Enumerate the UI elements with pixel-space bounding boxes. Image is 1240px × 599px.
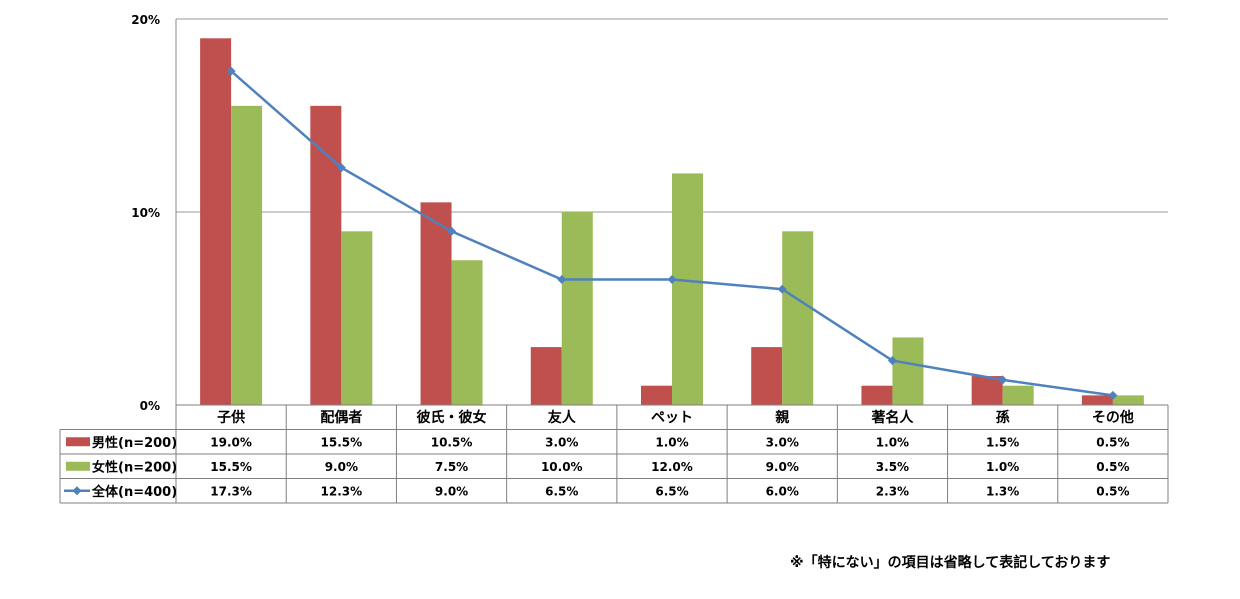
category-label: 配偶者 [320,409,362,426]
category-label: 子供 [217,409,245,426]
legend-entry: 全体(n=400) [91,484,177,500]
data-label: 3.0% [766,435,799,449]
legend-entry: 女性(n=200) [92,459,177,475]
bar-male [310,105,342,405]
legend-key-male [66,437,90,447]
data-label: 1.5% [986,435,1019,449]
bars [200,38,1144,406]
data-label: 2.3% [876,484,909,498]
category-label: 彼氏・彼女 [417,409,487,426]
line-total-point [667,275,677,285]
bar-female [561,212,593,405]
data-label: 10.0% [541,460,583,474]
data-label: 6.5% [545,484,578,498]
data-label: 19.0% [210,435,252,449]
line-total-point [226,66,236,76]
data-label: 0.5% [1096,484,1129,498]
line-total-point [1108,390,1118,400]
category-label: その他 [1092,409,1134,426]
line-total-point [336,163,346,173]
bar-male [420,202,452,405]
bar-female [1112,395,1144,405]
legend-key-total-marker [72,486,82,496]
bar-male [530,347,562,405]
bar-male [200,38,232,406]
line-total-point [557,275,567,285]
data-label: 3.0% [545,435,578,449]
bar-female [782,231,814,405]
data-label: 1.0% [655,435,688,449]
data-label: 12.3% [321,484,363,498]
legend-key-female [66,461,90,471]
bar-male [971,376,1003,405]
data-label: 6.5% [655,484,688,498]
line-total-point [887,356,897,366]
bar-female [451,260,483,405]
data-label: 9.0% [435,484,468,498]
category-label: 親 [775,409,789,426]
y-tick-label: 10% [131,206,160,220]
data-label: 10.5% [431,435,473,449]
data-label: 6.0% [766,484,799,498]
bar-male [751,347,783,405]
bar-male [861,385,893,405]
line-total-point [447,226,457,236]
data-label: 3.5% [876,460,909,474]
category-label: ペット [651,410,693,426]
bar-female [892,337,924,405]
data-label: 7.5% [435,460,468,474]
bar-female [231,105,263,405]
total-line [226,66,1118,400]
footnote: ※「特にない」の項目は省略して表記しております [790,555,1111,571]
category-label: 友人 [548,409,577,426]
data-label: 9.0% [766,460,799,474]
line-total-point [777,284,787,294]
y-axis: 0% 10% 20% [131,13,177,413]
category-label: 著名人 [870,409,914,426]
data-label: 15.5% [210,460,252,474]
category-label: 孫 [996,409,1010,426]
y-tick-label: 20% [131,13,160,27]
bar-female [1002,385,1034,405]
bar-female [341,231,373,405]
bar-male [1081,395,1113,405]
data-label: 1.0% [986,460,1019,474]
data-label: 1.3% [986,484,1019,498]
data-label: 17.3% [210,484,252,498]
line-total-point [998,375,1008,385]
data-label: 12.0% [651,460,693,474]
data-label: 9.0% [325,460,358,474]
bar-female [672,173,703,405]
data-label: 15.5% [321,435,363,449]
y-tick-label: 0% [140,399,160,413]
data-label: 0.5% [1096,435,1129,449]
bar-male [641,385,672,405]
data-label: 0.5% [1096,460,1129,474]
legend-entry: 男性(n=200) [92,435,177,451]
data-label: 1.0% [876,435,909,449]
